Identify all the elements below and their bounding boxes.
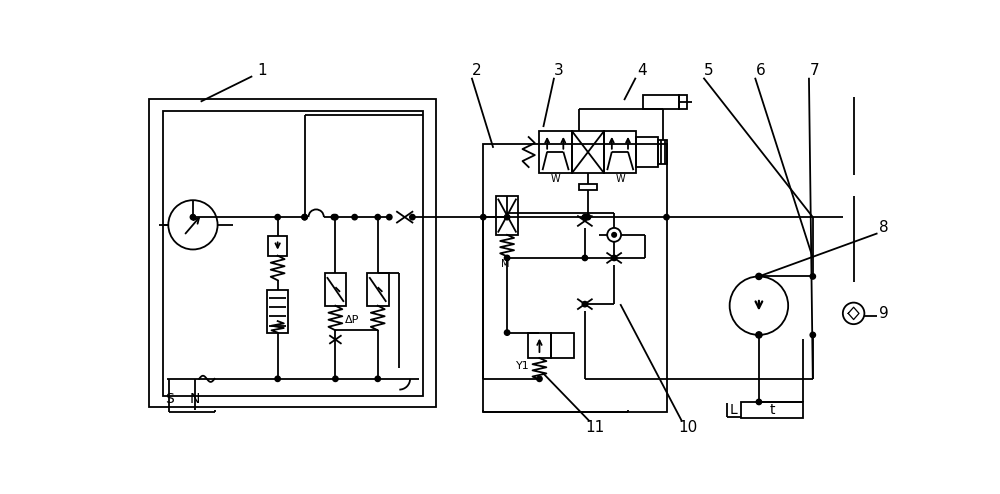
Circle shape	[730, 277, 788, 335]
Circle shape	[302, 214, 307, 220]
Bar	[163, 111, 423, 396]
Text: 7: 7	[810, 63, 819, 78]
Bar	[483, 144, 667, 412]
Bar	[643, 95, 679, 109]
Text: 5: 5	[704, 63, 714, 78]
Bar	[496, 196, 518, 235]
Circle shape	[410, 214, 415, 220]
Text: M: M	[501, 259, 510, 269]
Circle shape	[275, 376, 280, 381]
Circle shape	[611, 255, 617, 261]
Bar	[539, 131, 572, 173]
Bar	[367, 273, 389, 306]
Circle shape	[387, 214, 392, 220]
Circle shape	[331, 214, 337, 220]
Circle shape	[585, 214, 591, 220]
Text: 3: 3	[554, 63, 564, 78]
Circle shape	[607, 228, 621, 242]
Circle shape	[333, 214, 338, 220]
Bar	[268, 237, 287, 255]
Bar	[149, 99, 436, 408]
Text: 4: 4	[637, 63, 647, 78]
Circle shape	[612, 233, 616, 237]
Circle shape	[582, 255, 588, 261]
Text: Y1: Y1	[516, 361, 529, 370]
Bar	[572, 131, 604, 173]
Circle shape	[333, 376, 338, 381]
Circle shape	[810, 332, 815, 337]
Bar	[267, 290, 288, 332]
Bar	[679, 95, 687, 109]
Circle shape	[481, 214, 486, 220]
Text: S: S	[165, 392, 173, 406]
Circle shape	[582, 214, 588, 220]
Circle shape	[756, 332, 762, 337]
Circle shape	[375, 214, 380, 220]
Text: 6: 6	[756, 63, 765, 78]
Text: 8: 8	[879, 220, 888, 235]
Bar	[741, 402, 803, 418]
Text: W: W	[615, 174, 625, 184]
Text: ΔP: ΔP	[345, 315, 359, 325]
Text: N: N	[190, 392, 200, 406]
Circle shape	[810, 274, 815, 279]
Text: 2: 2	[471, 63, 481, 78]
Circle shape	[664, 214, 669, 220]
Text: 9: 9	[879, 306, 889, 321]
Circle shape	[756, 399, 762, 405]
Circle shape	[537, 376, 542, 381]
Bar	[325, 273, 346, 306]
Text: 10: 10	[678, 420, 698, 435]
Text: 11: 11	[585, 420, 605, 435]
Circle shape	[352, 214, 357, 220]
Text: 1: 1	[257, 63, 267, 78]
Circle shape	[375, 376, 380, 381]
Bar	[604, 131, 636, 173]
Bar	[551, 332, 574, 358]
Circle shape	[504, 255, 510, 261]
Text: L: L	[730, 403, 737, 416]
Circle shape	[504, 330, 510, 335]
Circle shape	[756, 332, 762, 338]
Bar	[636, 137, 658, 167]
Circle shape	[843, 303, 864, 324]
Circle shape	[302, 214, 307, 220]
Circle shape	[275, 214, 280, 220]
Bar	[579, 184, 597, 190]
Circle shape	[168, 200, 218, 249]
Bar	[658, 140, 667, 164]
Circle shape	[190, 214, 196, 220]
Text: W: W	[551, 174, 560, 184]
Circle shape	[756, 273, 762, 280]
Circle shape	[582, 301, 588, 307]
Circle shape	[504, 214, 510, 220]
Text: t: t	[769, 403, 775, 416]
Bar	[528, 332, 551, 358]
